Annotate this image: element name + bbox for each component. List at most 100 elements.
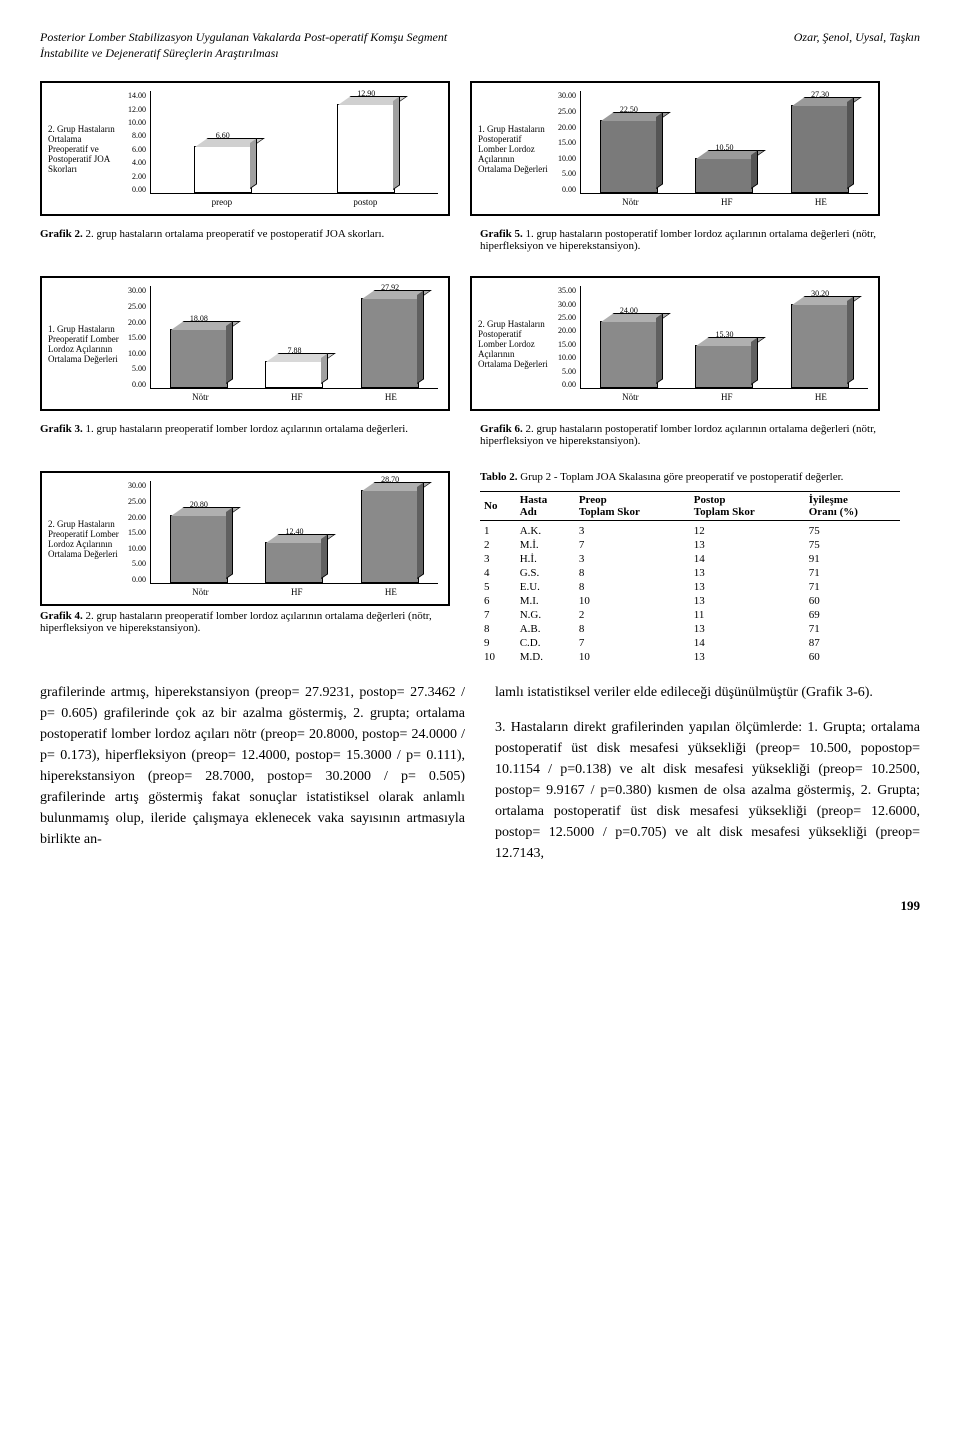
table-cell: 13 — [690, 622, 805, 636]
table-cell: 2 — [575, 608, 690, 622]
x-axis-labels: NötrHFHE — [581, 197, 868, 207]
x-axis-labels: preoppostop — [151, 197, 438, 207]
table-row: 4G.S.81371 — [480, 566, 900, 580]
chart-caption: Grafik 6. 2. grup hastaların postoperati… — [480, 423, 900, 447]
table-cell: 75 — [805, 521, 900, 539]
page-number: 199 — [40, 898, 920, 914]
table-cell: 91 — [805, 552, 900, 566]
table-cell: 13 — [690, 650, 805, 664]
chart-panel: 2. Grup Hastaların Ortalama Preoperatif … — [40, 81, 450, 216]
chart-caption: Grafik 4. 2. grup hastaların preoperatif… — [40, 610, 460, 634]
table-cell: 14 — [690, 552, 805, 566]
table-cell: 10 — [480, 650, 516, 664]
bar-value-label: 27.92 — [381, 283, 399, 292]
table-row: 8A.B.81371 — [480, 622, 900, 636]
bar-value-label: 18.08 — [190, 314, 208, 323]
table-cell: H.İ. — [516, 552, 575, 566]
chart-bar: 6.60 — [194, 146, 252, 193]
body-text-left: grafilerinde artmış, hiperekstansiyon (p… — [40, 682, 465, 878]
table-cell: 8 — [575, 566, 690, 580]
chart-bar: 27.92 — [361, 298, 419, 388]
bar-value-label: 7.88 — [287, 346, 301, 355]
chart-bar: 24.00 — [600, 321, 658, 388]
body-text-right-p1: lamlı istatistiksel veriler elde edilece… — [495, 682, 920, 703]
bar-value-label: 12.90 — [357, 89, 375, 98]
table-cell: C.D. — [516, 636, 575, 650]
y-axis: 14.0012.0010.008.006.004.002.000.00 — [120, 91, 150, 208]
bar-value-label: 27.30 — [811, 90, 829, 99]
table-row: 7N.G.21169 — [480, 608, 900, 622]
table-header-cell: İyileşmeOranı (%) — [805, 492, 900, 521]
table-row: 2M.İ.71375 — [480, 538, 900, 552]
y-axis: 30.0025.0020.0015.0010.005.000.00 — [120, 481, 150, 598]
y-axis: 30.0025.0020.0015.0010.005.000.00 — [550, 91, 580, 208]
table-row: 5E.U.81371 — [480, 580, 900, 594]
paper-authors: Ozar, Şenol, Uysal, Taşkın — [794, 30, 920, 61]
table-cell: 3 — [480, 552, 516, 566]
chart-bar: 12.90 — [337, 104, 395, 194]
bar-value-label: 28.70 — [381, 475, 399, 484]
chart-bar: 18.08 — [170, 329, 228, 388]
bar-value-label: 10.50 — [715, 143, 733, 152]
chart-plot: 24.0015.3030.20NötrHFHE — [580, 286, 868, 389]
table-cell: 14 — [690, 636, 805, 650]
table-cell: 2 — [480, 538, 516, 552]
table-cell: 1 — [480, 521, 516, 539]
table-caption: Tablo 2. Grup 2 - Toplam JOA Skalasına g… — [480, 471, 900, 483]
table-cell: A.B. — [516, 622, 575, 636]
table-cell: 6 — [480, 594, 516, 608]
table-cell: 10 — [575, 594, 690, 608]
table-header-cell: PostopToplam Skor — [690, 492, 805, 521]
table-cell: 7 — [575, 538, 690, 552]
bar-value-label: 6.60 — [216, 131, 230, 140]
chart-caption: Grafik 5. 1. grup hastaların postoperati… — [480, 228, 900, 252]
chart-panel: 1. Grup Hastaların Postoperatif Lomber L… — [470, 81, 880, 216]
chart-bar: 10.50 — [695, 158, 753, 193]
y-axis: 30.0025.0020.0015.0010.005.000.00 — [120, 286, 150, 403]
chart-plot: 22.5010.5027.30NötrHFHE — [580, 91, 868, 194]
table-header-cell: No — [480, 492, 516, 521]
chart-bar: 30.20 — [791, 304, 849, 388]
table-cell: 8 — [575, 622, 690, 636]
table-header-cell: HastaAdı — [516, 492, 575, 521]
table-cell: 13 — [690, 538, 805, 552]
table-row: 1A.K.31275 — [480, 521, 900, 539]
table-cell: 75 — [805, 538, 900, 552]
chart-panel: 2. Grup Hastaların Postoperatif Lomber L… — [470, 276, 880, 411]
chart-side-label: 2. Grup Hastaların Preoperatif Lomber Lo… — [48, 481, 120, 598]
body-text-right-p2: 3. Hastaların direkt grafilerinden yapıl… — [495, 717, 920, 864]
table-cell: M.I. — [516, 594, 575, 608]
chart-plot: 18.087.8827.92NötrHFHE — [150, 286, 438, 389]
chart-side-label: 2. Grup Hastaların Postoperatif Lomber L… — [478, 286, 550, 403]
bar-value-label: 15.30 — [715, 330, 733, 339]
table-cell: 7 — [480, 608, 516, 622]
bar-value-label: 24.00 — [620, 306, 638, 315]
table-cell: 69 — [805, 608, 900, 622]
chart-bar: 28.70 — [361, 490, 419, 583]
chart-caption: Grafik 2. 2. grup hastaların ortalama pr… — [40, 228, 460, 252]
table-cell: 4 — [480, 566, 516, 580]
table-cell: 11 — [690, 608, 805, 622]
chart-plot: 20.8012.4028.70NötrHFHE — [150, 481, 438, 584]
table-cell: 71 — [805, 566, 900, 580]
table-cell: 13 — [690, 580, 805, 594]
x-axis-labels: NötrHFHE — [581, 392, 868, 402]
table-cell: 71 — [805, 580, 900, 594]
bar-value-label: 30.20 — [811, 289, 829, 298]
table-row: 10M.D.101360 — [480, 650, 900, 664]
chart-side-label: 1. Grup Hastaların Postoperatif Lomber L… — [478, 91, 550, 208]
table-cell: 3 — [575, 521, 690, 539]
chart-panel: 2. Grup Hastaların Preoperatif Lomber Lo… — [40, 471, 450, 606]
chart-bar: 27.30 — [791, 105, 849, 193]
table-cell: 9 — [480, 636, 516, 650]
chart-bar: 20.80 — [170, 515, 228, 583]
chart-plot: 6.6012.90preoppostop — [150, 91, 438, 194]
table-cell: 3 — [575, 552, 690, 566]
chart-bar: 15.30 — [695, 345, 753, 389]
table-row: 9C.D.71487 — [480, 636, 900, 650]
table-cell: 10 — [575, 650, 690, 664]
chart-bar: 7.88 — [265, 361, 323, 388]
x-axis-labels: NötrHFHE — [151, 587, 438, 597]
table-cell: 13 — [690, 566, 805, 580]
table-cell: 7 — [575, 636, 690, 650]
